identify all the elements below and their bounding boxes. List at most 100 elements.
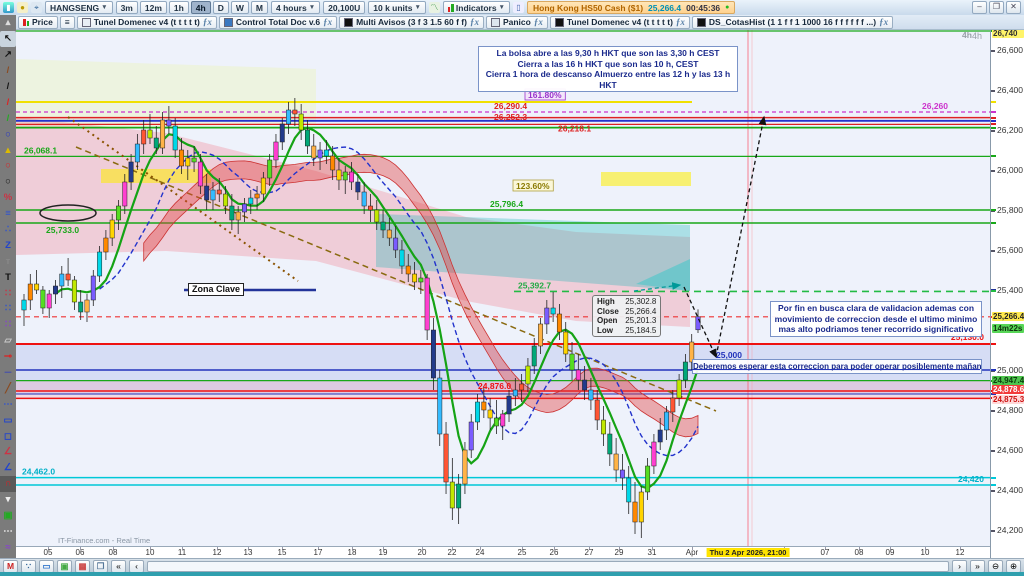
vector-tool[interactable]: ∠: [3, 462, 13, 474]
cascade-windows-icon[interactable]: ❐: [93, 559, 108, 573]
ellipse-blue-tool[interactable]: ○: [5, 128, 11, 140]
timeframe-button-D[interactable]: D: [212, 1, 229, 14]
date-axis[interactable]: 05 06 08 10 11 12 13 15 17 18 19 20 22 24 25 26 27 29 31 Ap…: [16, 546, 990, 559]
clipboard-tool[interactable]: ▣: [3, 510, 13, 522]
magnet-tool[interactable]: ∩: [0, 475, 16, 492]
formula-icon[interactable]: ƒx: [202, 17, 212, 27]
date-tick-label: 05: [43, 548, 53, 557]
signature-tool[interactable]: ≈: [5, 541, 11, 553]
levels-tool[interactable]: ≡: [5, 208, 11, 220]
axis-tick-mark: [991, 410, 995, 412]
scatter-red-tool[interactable]: ∷: [4, 287, 12, 299]
pointer-tool[interactable]: ↖: [0, 30, 16, 47]
text-tool[interactable]: T: [5, 271, 11, 283]
close-button[interactable]: ✕: [1006, 1, 1021, 14]
correction-note[interactable]: Deberemos esperar esta correccion para p…: [692, 359, 982, 374]
tab-tunel-domenec-v4-t-t-t-t[interactable]: Tunel Domenec v4 (t t t t t) ƒx: [76, 15, 217, 29]
alert-tool[interactable]: ▲: [3, 144, 13, 156]
screenshot-icon[interactable]: ▣: [57, 559, 72, 573]
symbol-select[interactable]: HANGSENG ▼: [45, 1, 113, 14]
chart-type-icon[interactable]: 〽: [428, 2, 440, 13]
formula-icon[interactable]: ƒx: [879, 17, 889, 27]
scroll-right-button[interactable]: ›: [952, 559, 967, 573]
tab-panico[interactable]: Panico ƒx: [485, 15, 548, 29]
formula-icon[interactable]: ƒx: [469, 17, 479, 27]
share-icon[interactable]: ∵: [21, 559, 36, 573]
chart-canvas[interactable]: 26,695.026,290.426,26026,252.326,218.126…: [16, 29, 990, 546]
units-select[interactable]: 10 k units ▼: [368, 1, 426, 14]
scatter-blue-tool[interactable]: ∷: [4, 303, 12, 315]
tab-multi-avisos-3-f-3-1-5-6[interactable]: Multi Avisos (3 f 3 1.5 60 f f) ƒx: [339, 15, 484, 29]
fib-percent-tool[interactable]: %: [3, 192, 13, 204]
timeframe-button-3m[interactable]: 3m: [115, 1, 138, 14]
timeframe-button-W[interactable]: W: [230, 1, 249, 14]
chevron-down-icon[interactable]: ▾: [5, 494, 11, 506]
session-hours-note[interactable]: La bolsa abre a las 9,30 h HKT que son l…: [478, 46, 738, 92]
chevron-down-icon: ▼: [101, 3, 108, 11]
zoom-in-icon[interactable]: ⊕: [1006, 559, 1021, 573]
timeframe-button-12m[interactable]: 12m: [139, 1, 167, 14]
pen-tool[interactable]: ╱: [5, 382, 11, 394]
restore-button[interactable]: ❐: [989, 1, 1004, 14]
horizontal-scrollbar[interactable]: [147, 560, 949, 572]
tab-price[interactable]: Price: [18, 15, 58, 29]
axis-tick-mark: [991, 250, 995, 252]
dotted-line-tool[interactable]: ⋯: [3, 398, 13, 410]
ellipse-black-tool[interactable]: ○: [5, 176, 11, 188]
segment-brown-tool[interactable]: /: [6, 65, 10, 77]
tab-control-total-doc-v-6[interactable]: Control Total Doc v.6 ƒx: [218, 15, 338, 29]
price-label: 26,260: [922, 101, 948, 111]
tab-ds-cotashist-1-1-f-f-1-1[interactable]: DS_CotasHist (1 1 f f 1 1000 16 f f f f …: [691, 15, 894, 29]
indicators-button[interactable]: Indicators ▼: [442, 1, 510, 14]
price-axis[interactable]: 26,600 26,400 26,200 26,000 25,800 25,600 25,4…: [990, 29, 1024, 558]
units-label: 10 k units: [373, 2, 413, 13]
list-icon[interactable]: ≡: [59, 15, 75, 29]
timeframe-button-M[interactable]: M: [250, 1, 268, 14]
scroll-right-button[interactable]: »: [970, 559, 985, 573]
itfinance-logo-icon[interactable]: M: [3, 559, 18, 573]
timeframe-button-1h[interactable]: 1h: [168, 1, 189, 14]
zona-clave-label[interactable]: Zona Clave: [188, 283, 245, 296]
ellipse-red-tool[interactable]: ○: [5, 160, 11, 172]
tab-tunel-domenec-v4-t-t-t-t[interactable]: Tunel Domenec v4 (t t t t t) ƒx: [549, 15, 690, 29]
chat-icon[interactable]: ▭: [39, 559, 54, 573]
amount-field[interactable]: 20,100U: [323, 1, 366, 14]
rectangle-tool[interactable]: ▭: [3, 414, 13, 426]
pin-icon[interactable]: ⌖: [31, 2, 42, 13]
segment-black-tool[interactable]: /: [6, 81, 10, 92]
segment-green-tool[interactable]: /: [6, 112, 10, 124]
app-logo-icon: ▮: [3, 2, 14, 13]
duration-select[interactable]: 4 hours ▼: [270, 1, 321, 14]
formula-icon[interactable]: ƒx: [323, 17, 333, 27]
key-tool[interactable]: ⊸: [4, 351, 12, 363]
scroll-left-button[interactable]: «: [111, 559, 126, 573]
price-label: 26,290.4: [494, 101, 527, 111]
formula-icon[interactable]: ƒx: [675, 17, 685, 27]
segment-red-tool[interactable]: /: [6, 96, 10, 108]
scroll-left-button[interactable]: ‹: [129, 559, 144, 573]
dots-tool[interactable]: ∴: [4, 224, 12, 236]
timeframe-button-4h[interactable]: 4h: [190, 1, 211, 14]
collapse-arrow-icon[interactable]: ▴: [5, 17, 11, 29]
scatter-purple-tool[interactable]: ∷: [4, 319, 12, 331]
date-tick-label: 10: [920, 548, 930, 557]
formula-icon[interactable]: ƒx: [533, 17, 543, 27]
export-icon[interactable]: ▦: [75, 559, 90, 573]
hline-tool[interactable]: ─: [4, 367, 12, 379]
minimize-button[interactable]: –: [972, 1, 987, 14]
info-icon[interactable]: ▯: [512, 2, 524, 13]
zoom-out-icon[interactable]: ⊖: [988, 559, 1003, 573]
date-tick-mark: [522, 547, 523, 550]
trendline-tool[interactable]: ↗: [4, 49, 12, 61]
small-text-tool[interactable]: т: [5, 255, 11, 267]
validation-note[interactable]: Por fin en busca clara de validacion ade…: [770, 301, 982, 337]
indicator-swatch-icon: [696, 17, 706, 27]
angle-tool[interactable]: ∠: [3, 446, 13, 458]
more-tool[interactable]: ⋯: [3, 525, 13, 537]
idea-bulb-icon[interactable]: ●: [17, 2, 28, 13]
level-tick-mark: [991, 119, 996, 122]
zigzag-tool[interactable]: Z: [5, 239, 11, 251]
price-line-overlay: [692, 369, 980, 370]
polygon-tool[interactable]: ◻: [4, 430, 12, 442]
eraser-tool[interactable]: ▱: [4, 335, 12, 347]
